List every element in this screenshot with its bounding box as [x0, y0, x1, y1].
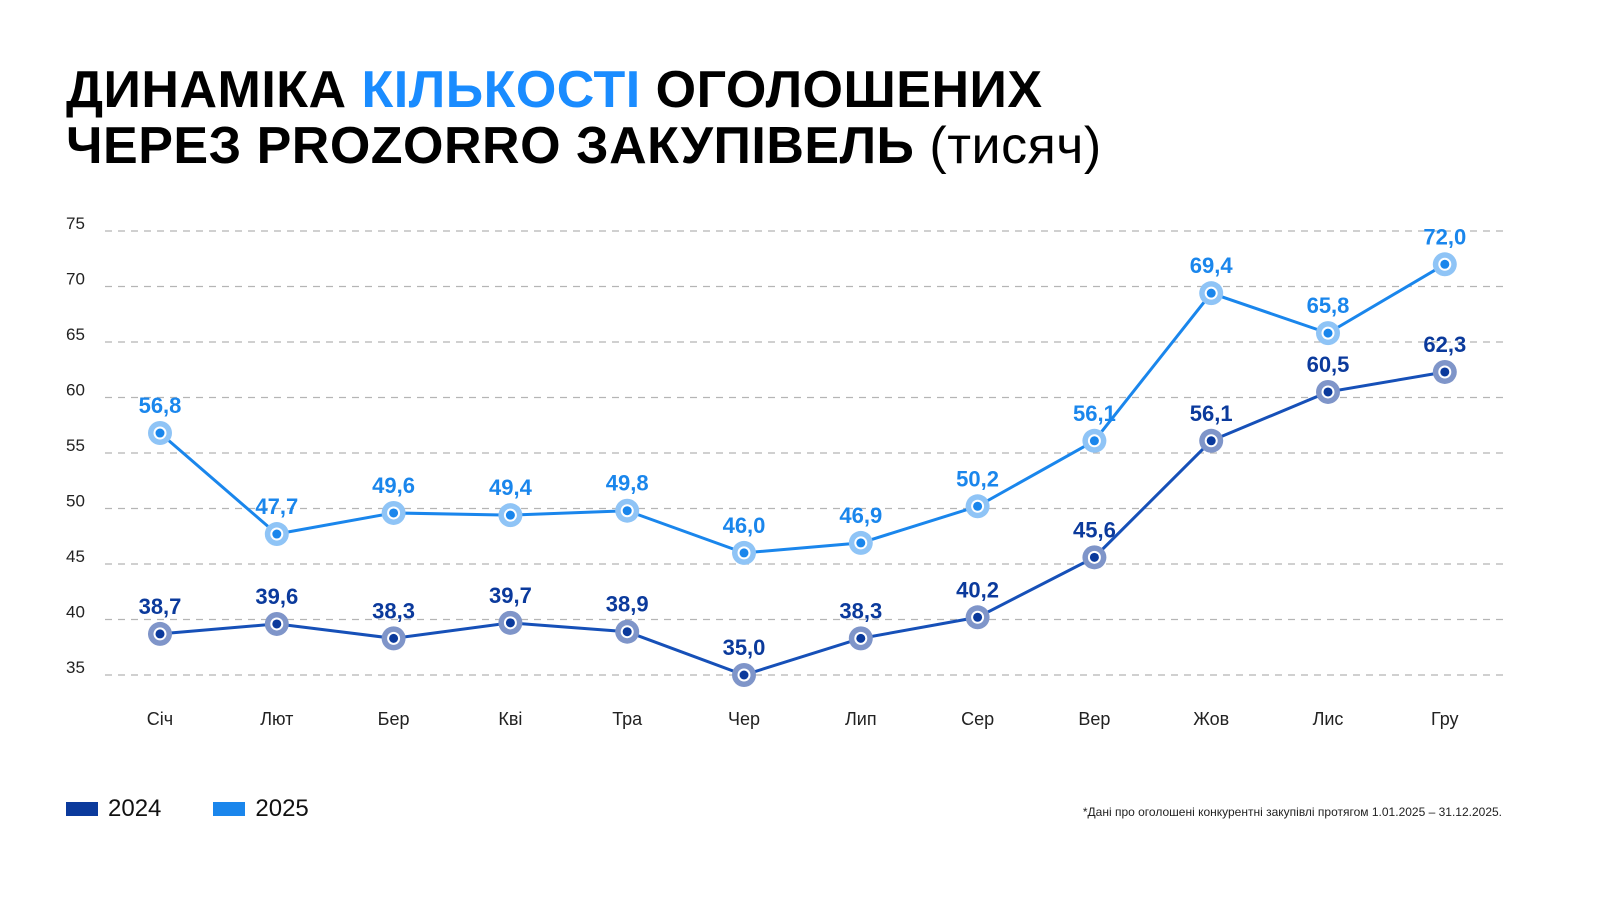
data-point [389, 633, 399, 643]
x-tick-label: Тра [612, 709, 643, 729]
data-label: 38,3 [372, 598, 415, 623]
data-label: 62,3 [1423, 332, 1466, 357]
y-tick-label: 50 [66, 492, 85, 511]
data-point [973, 612, 983, 622]
y-tick-label: 65 [66, 325, 85, 344]
x-tick-label: Січ [147, 709, 173, 729]
data-label: 35,0 [723, 635, 766, 660]
data-point [622, 506, 632, 516]
x-tick-label: Гру [1431, 709, 1459, 729]
data-point [1089, 552, 1099, 562]
data-point [856, 538, 866, 548]
data-label: 46,0 [723, 513, 766, 538]
data-label: 39,6 [255, 584, 298, 609]
data-label: 38,3 [839, 598, 882, 623]
x-tick-label: Сер [961, 709, 994, 729]
data-label: 65,8 [1307, 293, 1350, 318]
x-tick-label: Лис [1313, 709, 1344, 729]
data-point [973, 501, 983, 511]
data-point [1206, 436, 1216, 446]
data-point [155, 629, 165, 639]
data-point [622, 627, 632, 637]
y-tick-label: 55 [66, 436, 85, 455]
footnote: *Дані про оголошені конкурентні закупівл… [1082, 805, 1502, 819]
y-tick-label: 35 [66, 658, 85, 677]
data-label: 46,9 [839, 503, 882, 528]
data-label: 72,0 [1423, 224, 1466, 249]
data-point [389, 508, 399, 518]
data-point [1323, 387, 1333, 397]
data-label: 39,7 [489, 583, 532, 608]
x-tick-label: Вер [1078, 709, 1110, 729]
y-tick-label: 40 [66, 603, 85, 622]
data-label: 50,2 [956, 466, 999, 491]
data-point [1323, 328, 1333, 338]
data-label: 38,7 [139, 594, 182, 619]
data-label: 69,4 [1190, 253, 1234, 278]
legend-swatch [213, 802, 246, 816]
data-label: 47,7 [255, 494, 298, 519]
data-label: 56,1 [1190, 401, 1233, 426]
legend-item-2025: 2025 [213, 795, 309, 823]
data-point [1440, 367, 1450, 377]
y-tick-label: 70 [66, 270, 85, 289]
chart-title: ДИНАМІКА КІЛЬКОСТІ ОГОЛОШЕНИХ ЧЕРЕЗ PROZ… [66, 62, 1102, 174]
data-point [1440, 259, 1450, 269]
data-point [739, 548, 749, 558]
title-unit: (тисяч) [929, 117, 1102, 175]
legend-swatch [66, 802, 98, 816]
data-point [505, 618, 515, 628]
data-label: 49,4 [489, 475, 533, 500]
title-text: ДИНАМІКА [66, 61, 362, 119]
data-point [155, 428, 165, 438]
y-tick-label: 75 [66, 214, 85, 233]
data-point [272, 529, 282, 539]
data-label: 56,1 [1073, 401, 1116, 426]
data-point [1206, 288, 1216, 298]
legend-label: 2024 [108, 795, 162, 822]
data-point [505, 510, 515, 520]
data-label: 49,8 [606, 471, 649, 496]
data-label: 60,5 [1307, 352, 1350, 377]
series-line-2024 [159, 370, 1446, 677]
x-tick-label: Чер [728, 709, 760, 729]
x-tick-label: Жов [1193, 709, 1229, 729]
data-label: 38,9 [606, 592, 649, 617]
data-point [856, 633, 866, 643]
data-point [1089, 436, 1099, 446]
x-tick-label: Бер [378, 709, 410, 729]
y-tick-label: 60 [66, 381, 85, 400]
title-text: ОГОЛОШЕНИХ [640, 61, 1043, 119]
legend-label: 2025 [255, 795, 309, 822]
data-label: 49,6 [372, 473, 415, 498]
title-text: ЧЕРЕЗ PROZORRO ЗАКУПІВЕЛЬ [66, 117, 930, 175]
data-label: 40,2 [956, 577, 999, 602]
x-tick-label: Лют [260, 709, 293, 729]
legend: 2024 2025 [66, 795, 309, 823]
data-point [739, 670, 749, 680]
y-tick-label: 45 [66, 547, 85, 566]
title-accent: КІЛЬКОСТІ [361, 61, 641, 119]
data-point [272, 619, 282, 629]
x-tick-label: Лип [845, 709, 877, 729]
data-label: 45,6 [1073, 517, 1116, 542]
data-label: 56,8 [139, 393, 182, 418]
legend-item-2024: 2024 [66, 795, 161, 823]
series-line-2025 [159, 263, 1446, 555]
x-tick-label: Кві [498, 709, 522, 729]
